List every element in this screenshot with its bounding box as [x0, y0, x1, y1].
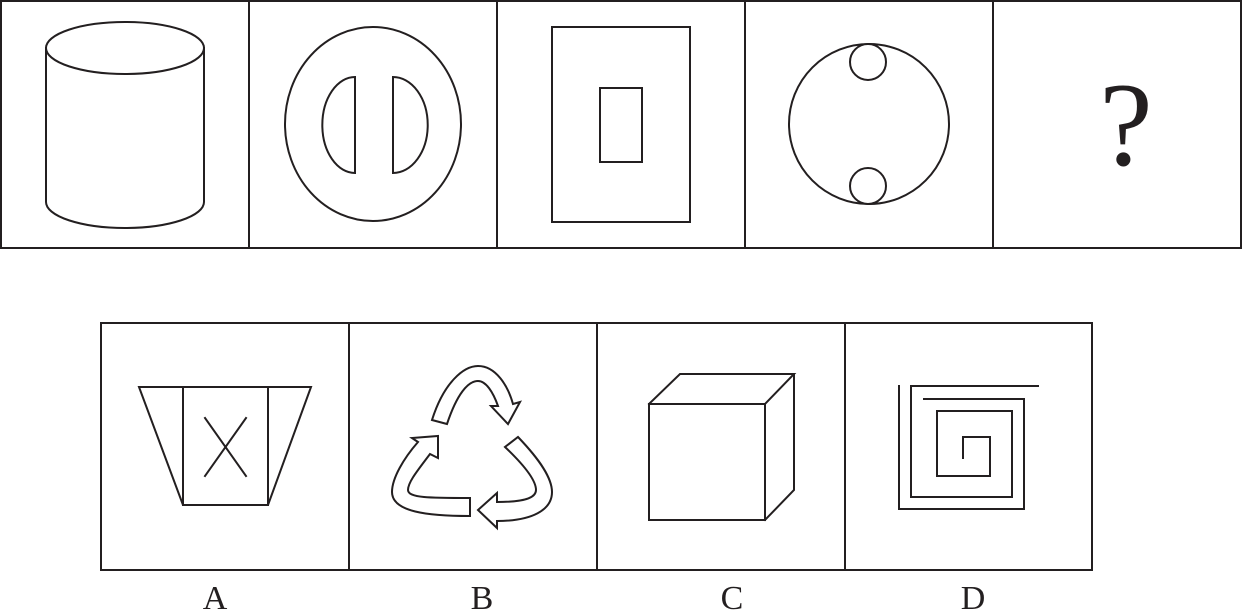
- option-b-label: B: [471, 580, 494, 611]
- option-d-label: D: [961, 580, 986, 611]
- option-c-figure[interactable]: [647, 373, 797, 522]
- options-row: A B C D: [100, 322, 1093, 611]
- option-a-figure[interactable]: [137, 386, 313, 506]
- question-mark: ?: [1099, 58, 1152, 191]
- question-row: ?: [0, 0, 1242, 249]
- option-a-label: A: [203, 580, 228, 611]
- question-row-frame: [0, 0, 1242, 249]
- option-c-label: C: [721, 580, 744, 611]
- question-cell-1-cylinder-figure: [45, 21, 205, 229]
- question-cell-3-rectangles-figure: [551, 26, 691, 223]
- question-cell-4-circles-figure: [788, 43, 950, 205]
- question-cell-2-oval-figure: [284, 26, 462, 222]
- option-b-figure[interactable]: [390, 364, 554, 531]
- option-d-figure[interactable]: [898, 385, 1039, 510]
